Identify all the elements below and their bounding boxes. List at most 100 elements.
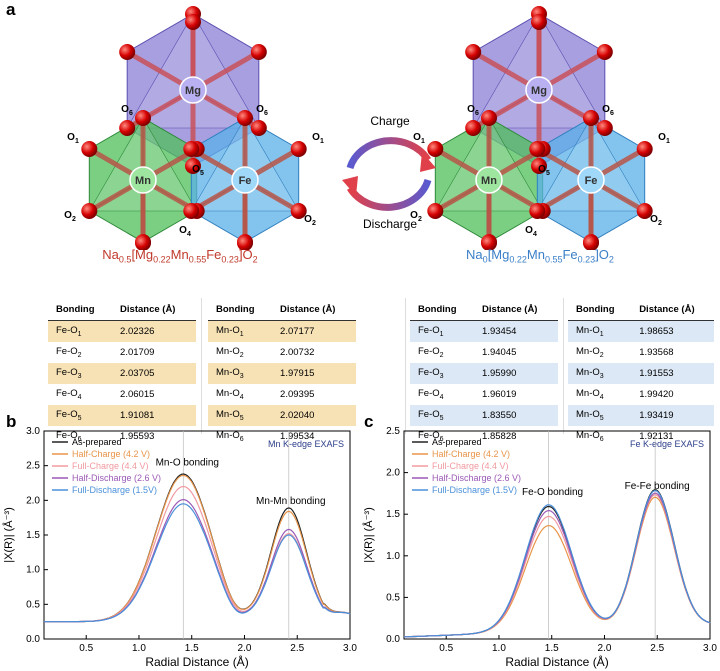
- oxygen-atom: [290, 203, 307, 219]
- x-tick-label: 2.0: [598, 643, 612, 654]
- peak-annotation: Fe-Fe bonding: [625, 481, 690, 492]
- formula-subscript: 0.55: [544, 254, 563, 265]
- formula-left: Na0.5[Mg0.22Mn0.55Fe0.23]O2: [20, 247, 340, 265]
- table-right-fe: Bonding Distance (Å) Fe-O1 1.93454 Fe-O2 1.94…: [410, 298, 558, 447]
- bonding-cell: Mn-O4: [576, 388, 604, 401]
- metal-atom: [577, 166, 605, 194]
- table-row: Fe-O3 1.95990: [410, 363, 558, 384]
- chart-title: Fe K-edge EXAFS: [630, 439, 704, 449]
- distance-cell: 1.95990: [482, 368, 517, 379]
- oxygen-atom: [529, 141, 546, 157]
- bonding-cell: Fe-O2: [418, 346, 444, 359]
- oxygen-label: O1: [413, 132, 425, 145]
- bonding-cell: Mn-O1: [576, 325, 604, 338]
- discharge-arrowhead-icon: [342, 176, 358, 196]
- discharge-arrow: [347, 178, 432, 211]
- table-row: Fe-O6 1.85828: [410, 426, 558, 447]
- chart-fe-exafs: 0.5 1.0 1.5 2.0 2.5 3.0 0.0 0.5 1.0 1.5 2.0 2.5 Radi…: [362, 426, 717, 669]
- formula-text: Fe: [562, 247, 578, 262]
- table-row: Mn-O1 1.98653: [568, 320, 714, 342]
- series-line: [403, 494, 711, 638]
- oxygen-atom: [81, 203, 98, 219]
- distance-cell: 1.99534: [280, 431, 315, 442]
- y-tick-label: 1.5: [26, 530, 40, 541]
- bonding-cell: Fe-O3: [418, 367, 444, 380]
- metal-atom-label: Fe: [239, 175, 252, 187]
- x-tick-label: 1.0: [492, 643, 506, 654]
- legend-label: Full-Charge (4.4 V): [432, 461, 509, 471]
- metal-atom: [129, 166, 157, 194]
- bonding-cell: Mn-O2: [216, 346, 244, 359]
- y-tick-label: 0.5: [26, 599, 40, 610]
- bonding-cell: Fe-O4: [418, 388, 444, 401]
- bonding-cell: Mn-O3: [576, 367, 604, 380]
- oxygen-atom: [81, 141, 98, 157]
- bonding-cell: Fe-O3: [56, 367, 82, 380]
- oxygen-atom: [465, 120, 482, 136]
- formula-subscript: 0: [482, 254, 488, 265]
- y-axis-label: |X(R)| (Å⁻³): [362, 507, 375, 563]
- table-header: Distance (Å): [112, 298, 196, 321]
- charge-label: Charge: [370, 114, 410, 128]
- oxygen-atom: [465, 44, 482, 60]
- legend-label: Full-Discharge (1.5V): [72, 485, 157, 495]
- x-tick-label: 3.0: [703, 643, 717, 654]
- formula-text: Mn: [170, 247, 189, 262]
- bonding-cell: Mn-O5: [576, 409, 604, 422]
- table-row: Fe-O4 1.96019: [410, 384, 558, 405]
- table-row: Fe-O1 1.93454: [410, 320, 558, 342]
- metal-atom: [525, 76, 553, 104]
- table-row: Mn-O6 1.99534: [208, 426, 356, 447]
- oxygen-label: O6: [121, 104, 133, 117]
- oxygen-atom: [237, 110, 253, 126]
- oxygen-atom: [636, 141, 653, 157]
- legend-label: Full-Charge (4.4 V): [72, 461, 149, 471]
- formula-text: Mn: [526, 247, 545, 262]
- bonding-cell: Mn-O1: [216, 325, 244, 338]
- metal-atom-label: Fe: [585, 175, 598, 187]
- x-tick-label: 0.5: [79, 643, 93, 654]
- series-line: [44, 503, 351, 623]
- panel-label-c: c: [364, 412, 374, 431]
- table-row: Fe-O2 2.01709: [48, 342, 196, 363]
- oxygen-atom: [427, 203, 444, 219]
- distance-cell: 1.96019: [482, 389, 517, 400]
- oxygen-atom: [529, 203, 546, 219]
- chart-title: Mn K-edge EXAFS: [268, 439, 344, 449]
- table-header: Bonding: [568, 298, 632, 321]
- oxygen-atom: [250, 120, 267, 136]
- oxygen-atom: [596, 44, 613, 60]
- formula-subscript: 2: [608, 254, 614, 265]
- table-row: Mn-O6 1.92131: [568, 426, 714, 447]
- table-row: Mn-O5 2.02040: [208, 405, 356, 426]
- formula-text: Na: [102, 247, 119, 262]
- bonding-cell: Mn-O6: [216, 430, 244, 443]
- formula-subscript: 2: [252, 254, 258, 265]
- structure-illustration: MgMnFeO6O6O1O1O5O2O4O3O2O3 MgMnFeO6O6O1O…: [64, 6, 670, 250]
- peak-annotation: Mn-O bonding: [156, 458, 219, 469]
- bonding-cell: Mn-O5: [216, 409, 244, 422]
- table-row: Mn-O3 1.91553: [568, 363, 714, 384]
- table-row: Fe-O6 1.95593: [48, 426, 196, 447]
- y-tick-label: 0.5: [386, 592, 400, 603]
- formula-subscript: 0.5: [118, 254, 132, 265]
- table-right-mn: Bonding Distance (Å) Mn-O1 1.98653 Mn-O2 1.93…: [568, 298, 714, 447]
- y-tick-label: 2.0: [26, 495, 40, 506]
- legend-label: Half-Discharge (2.6 V): [432, 473, 521, 483]
- distance-cell: 2.02326: [120, 326, 155, 337]
- oxygen-atom: [185, 158, 201, 174]
- distance-cell: 2.02040: [280, 410, 315, 421]
- distance-cell: 1.99420: [639, 389, 674, 400]
- x-axis-label: Radial Distance (Å): [145, 654, 248, 669]
- bonding-cell: Fe-O2: [56, 346, 82, 359]
- table-row: Mn-O1 2.07177: [208, 320, 356, 342]
- formula-right: Na0[Mg0.22Mn0.55Fe0.23]O2: [380, 247, 700, 265]
- oxygen-label: O6: [467, 104, 479, 117]
- table-row: Mn-O4 1.99420: [568, 384, 714, 405]
- oxygen-atom: [481, 235, 497, 250]
- bonding-cell: Fe-O1: [418, 325, 444, 338]
- x-tick-label: 1.5: [185, 643, 199, 654]
- chart-mn-exafs: 0.5 1.0 1.5 2.0 2.5 3.0 0.0 0.5 1.0 1.5 2.0 2.5 3.0 R…: [2, 426, 357, 669]
- formula-text: ]O: [595, 247, 609, 262]
- oxygen-atom: [119, 44, 136, 60]
